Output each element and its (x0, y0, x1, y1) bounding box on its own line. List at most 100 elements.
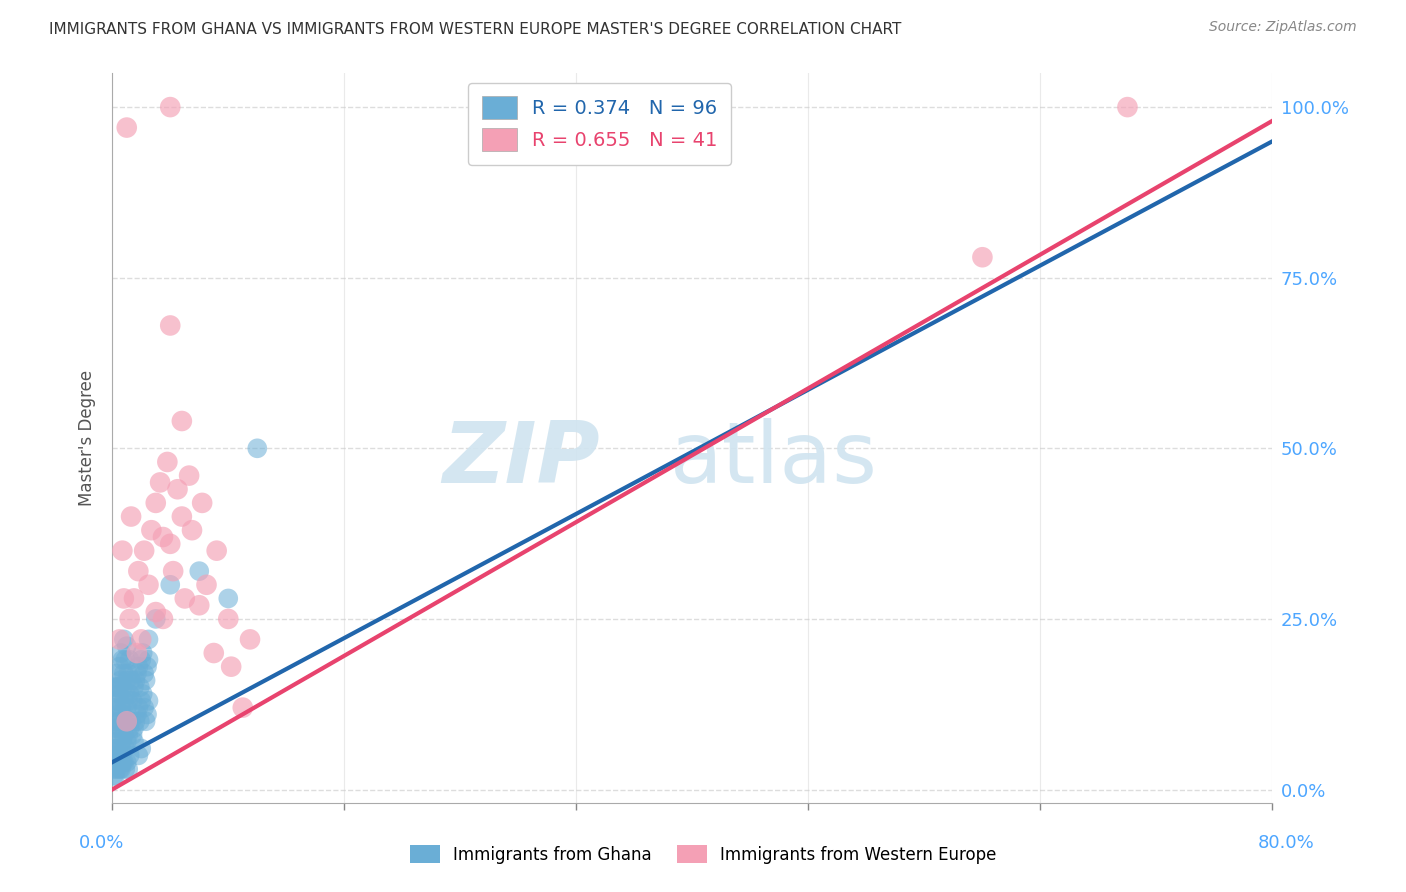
Point (125, 646, 148, 660)
Point (145, 612, 167, 626)
Point (191, 496, 214, 510)
Point (159, 318, 181, 333)
Point (118, 687, 141, 701)
Point (205, 543, 228, 558)
Point (173, 591, 195, 606)
Point (138, 632, 160, 647)
Point (105, 762, 128, 776)
Point (110, 762, 132, 776)
Point (115, 639, 138, 653)
Point (166, 482, 188, 496)
Point (1116, 100, 1139, 114)
Point (111, 707, 134, 722)
Text: atlas: atlas (669, 418, 877, 501)
Point (122, 680, 145, 694)
Point (162, 564, 184, 578)
Point (129, 741, 152, 756)
Point (170, 414, 193, 428)
Point (217, 612, 239, 626)
Point (107, 707, 129, 722)
Point (121, 694, 143, 708)
Point (152, 612, 174, 626)
Point (112, 728, 135, 742)
Point (152, 530, 174, 544)
Point (117, 666, 139, 681)
Point (188, 599, 211, 613)
Point (127, 659, 149, 673)
Point (108, 714, 131, 729)
Point (156, 455, 179, 469)
Point (111, 543, 134, 558)
Point (134, 666, 156, 681)
Point (136, 659, 159, 673)
Point (124, 714, 146, 729)
Point (246, 442, 269, 456)
Point (138, 578, 160, 592)
Point (217, 591, 239, 606)
Point (117, 694, 139, 708)
Point (104, 755, 127, 769)
Point (112, 666, 135, 681)
Point (159, 578, 181, 592)
Point (110, 721, 132, 735)
Point (105, 741, 128, 756)
Point (118, 653, 141, 667)
Point (112, 632, 135, 647)
Point (115, 120, 138, 135)
Point (120, 714, 142, 729)
Point (122, 735, 145, 749)
Point (103, 721, 125, 735)
Point (141, 523, 163, 537)
Point (114, 741, 136, 756)
Point (145, 496, 167, 510)
Point (111, 680, 134, 694)
Point (108, 659, 131, 673)
Point (111, 735, 134, 749)
Point (103, 748, 125, 763)
Y-axis label: Master's Degree: Master's Degree (79, 370, 96, 506)
Point (112, 694, 135, 708)
Point (138, 694, 160, 708)
Point (134, 543, 156, 558)
Point (105, 694, 128, 708)
Point (115, 700, 138, 714)
Point (115, 714, 138, 729)
Text: 80.0%: 80.0% (1258, 834, 1315, 852)
Point (122, 721, 145, 735)
Point (117, 762, 139, 776)
Point (114, 687, 136, 701)
Point (125, 707, 148, 722)
Point (138, 653, 160, 667)
Point (134, 700, 156, 714)
Point (105, 680, 128, 694)
Point (124, 673, 146, 688)
Point (103, 762, 125, 776)
Point (136, 707, 159, 722)
Point (219, 659, 242, 673)
Point (232, 700, 254, 714)
Text: IMMIGRANTS FROM GHANA VS IMMIGRANTS FROM WESTERN EUROPE MASTER'S DEGREE CORRELAT: IMMIGRANTS FROM GHANA VS IMMIGRANTS FROM… (49, 22, 901, 37)
Point (115, 735, 138, 749)
Point (108, 748, 131, 763)
Text: ZIP: ZIP (441, 418, 599, 501)
Point (202, 646, 225, 660)
Point (127, 700, 149, 714)
Point (128, 680, 150, 694)
Point (127, 564, 149, 578)
Text: Source: ZipAtlas.com: Source: ZipAtlas.com (1209, 20, 1357, 34)
Point (170, 509, 193, 524)
Point (117, 728, 139, 742)
Point (105, 666, 128, 681)
Point (145, 605, 167, 619)
Point (110, 700, 132, 714)
Point (103, 700, 125, 714)
Point (112, 755, 135, 769)
Point (108, 762, 131, 776)
Point (179, 468, 201, 483)
Point (135, 673, 157, 688)
Point (115, 673, 138, 688)
Point (112, 591, 135, 606)
Point (114, 714, 136, 729)
Point (195, 578, 218, 592)
Point (107, 755, 129, 769)
